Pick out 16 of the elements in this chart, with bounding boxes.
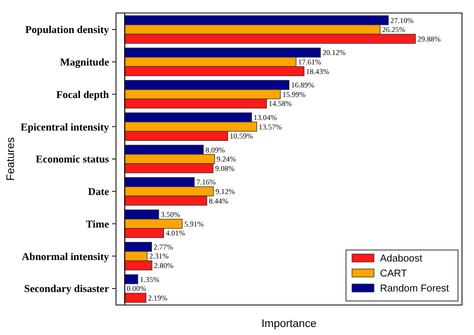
legend-label: CART (380, 268, 408, 280)
y-tick-label: Magnitude (60, 58, 110, 69)
y-tick-label: Economic status (36, 154, 109, 166)
y-axis-title: Features (5, 136, 17, 181)
y-tick-label: Time (86, 219, 110, 230)
y-tick-label: Epicentral intensity (20, 122, 110, 134)
bar (124, 274, 138, 284)
y-tick-label: Focal depth (56, 90, 110, 101)
x-axis-title: Importance (261, 318, 317, 330)
y-tick-label: Population density (25, 25, 110, 36)
legend-label: Random Forest (380, 284, 450, 294)
legend-label: Adaboost (380, 254, 422, 264)
y-tick-label: Date (88, 187, 110, 198)
y-tick-label: Abnormal intensity (22, 252, 110, 263)
y-tick-label: Secondary disaster (24, 284, 110, 296)
bar (124, 292, 146, 303)
